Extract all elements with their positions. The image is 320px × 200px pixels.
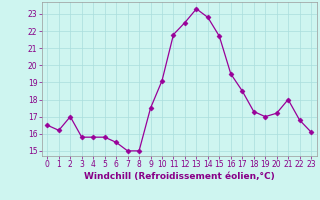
X-axis label: Windchill (Refroidissement éolien,°C): Windchill (Refroidissement éolien,°C)	[84, 172, 275, 181]
